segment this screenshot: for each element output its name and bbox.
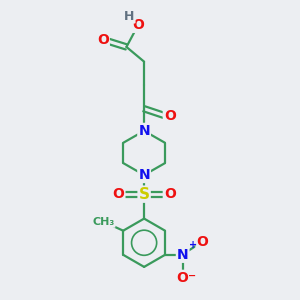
Text: O: O bbox=[97, 33, 109, 46]
Text: O: O bbox=[132, 18, 144, 32]
Text: O: O bbox=[112, 187, 124, 201]
Text: O: O bbox=[196, 235, 208, 249]
Text: O: O bbox=[164, 187, 176, 201]
Text: O: O bbox=[177, 271, 189, 285]
Text: O: O bbox=[164, 109, 176, 123]
Text: CH₃: CH₃ bbox=[92, 217, 115, 227]
Text: N: N bbox=[138, 168, 150, 182]
Text: N: N bbox=[138, 124, 150, 138]
Text: +: + bbox=[190, 240, 198, 250]
Text: −: − bbox=[188, 271, 196, 281]
Text: N: N bbox=[177, 248, 188, 262]
Text: S: S bbox=[139, 187, 150, 202]
Text: H: H bbox=[124, 10, 135, 22]
